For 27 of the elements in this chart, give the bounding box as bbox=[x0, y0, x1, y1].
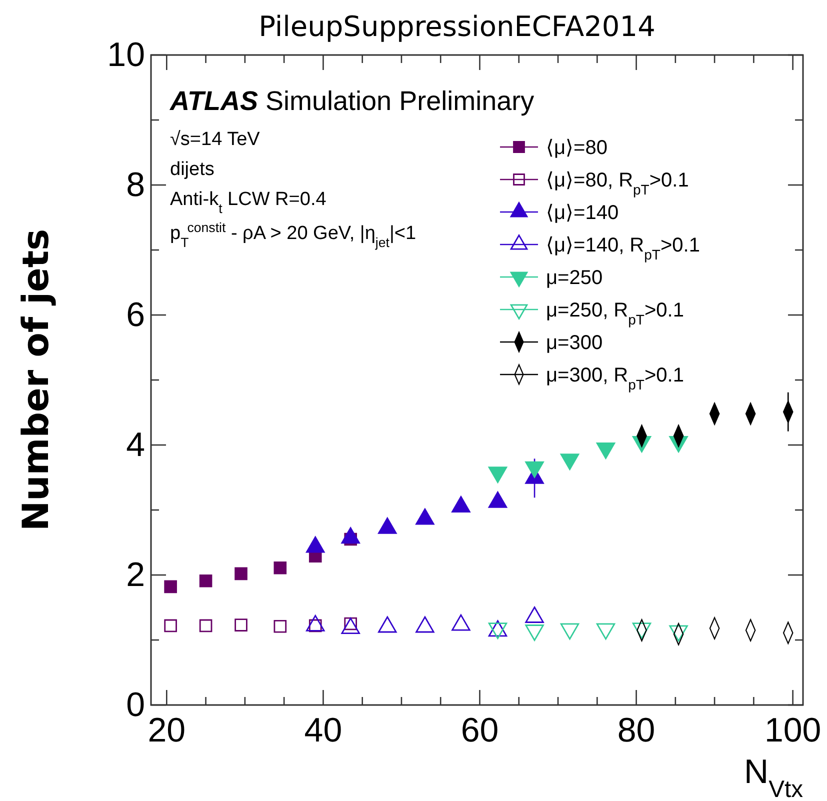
y-tick-label: 10 bbox=[107, 36, 145, 74]
legend-label: ⟨μ⟩=140, R$_{pT}$>0.1 bbox=[546, 234, 700, 262]
annotation: dijets bbox=[170, 159, 214, 180]
y-tick-label: 8 bbox=[126, 166, 145, 204]
legend-label: μ=300 bbox=[546, 332, 603, 354]
legend-label: ⟨μ⟩=80, R$_{pT}$>0.1 bbox=[546, 170, 689, 198]
annotation: Anti-k$_{t}$ LCW R=0.4 bbox=[170, 189, 327, 216]
y-tick-label: 0 bbox=[126, 686, 145, 724]
annotation: ATLAS Simulation Preliminary bbox=[169, 86, 535, 116]
y-tick-label: 6 bbox=[126, 296, 145, 334]
x-tick-label: 60 bbox=[460, 712, 499, 750]
legend-label: ⟨μ⟩=140 bbox=[546, 202, 619, 224]
legend-label: μ=250, R$_{pT}$>0.1 bbox=[546, 300, 684, 328]
x-tick-label: 100 bbox=[764, 712, 822, 750]
chart-title: PileupSuppressionECFA2014 bbox=[258, 10, 656, 43]
y-axis-title: Number of jets bbox=[16, 228, 57, 532]
y-tick-label: 2 bbox=[126, 556, 145, 594]
x-tick-label: 20 bbox=[148, 712, 186, 750]
y-tick-label: 4 bbox=[126, 426, 145, 464]
annotation: p$_{T}$$^{constit}$ - ρA > 20 GeV, |η$_{jet}$|<1 bbox=[170, 220, 416, 250]
x-axis-title: N$_{Vtx}$ bbox=[744, 753, 804, 801]
legend-label: μ=300, R$_{pT}$>0.1 bbox=[546, 364, 684, 392]
x-tick-label: 80 bbox=[617, 712, 656, 750]
x-tick-label: 40 bbox=[304, 712, 342, 750]
legend-label: μ=250 bbox=[546, 267, 603, 289]
annotation: √s=14 TeV bbox=[170, 129, 260, 150]
legend-label: ⟨μ⟩=80 bbox=[546, 137, 608, 159]
